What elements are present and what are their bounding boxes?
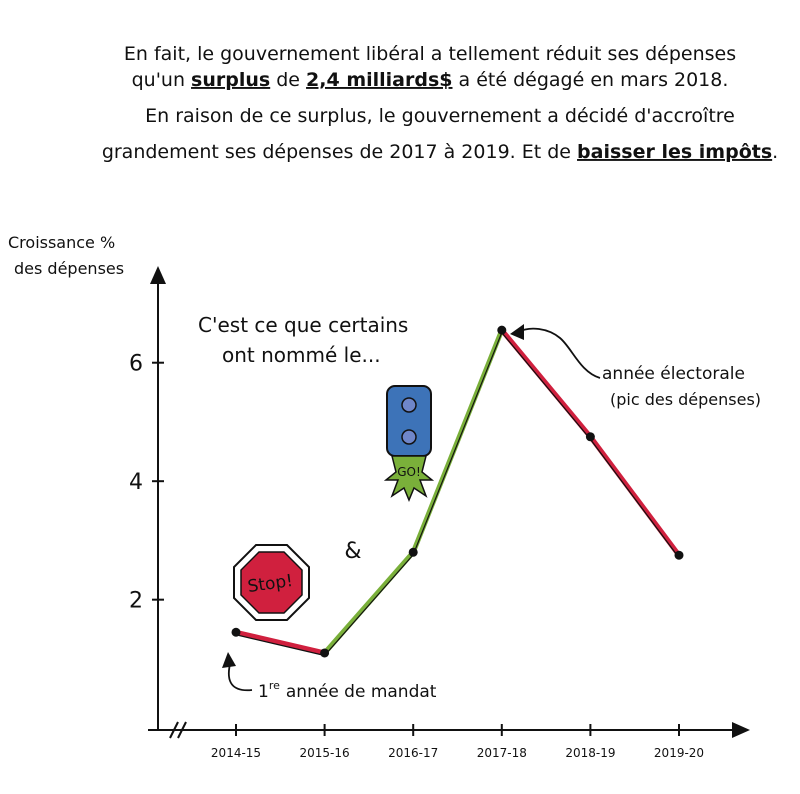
first-year-text: année de mandat [286, 682, 437, 702]
data-point [585, 432, 595, 442]
intro-line-3: En raison de ce surplus, le gouvernement… [145, 105, 735, 127]
x-tick-label: 2017-18 [477, 746, 527, 760]
election-year-line-1: année électorale [602, 364, 745, 384]
intro-line-2-after: a été dégagé en mars 2018. [453, 69, 729, 91]
ampersand: & [344, 539, 361, 564]
data-point [231, 627, 241, 637]
intro-line-4-before: grandement ses dépenses de 2017 à 2019. … [102, 141, 577, 163]
first-year-number: 1 [258, 682, 269, 702]
series-segment-fill [587, 434, 682, 558]
go-light-label: GO! [397, 465, 421, 479]
election-arrow [517, 327, 601, 379]
x-tick-label: 2015-16 [300, 746, 350, 760]
intro-line-2: qu'un surplus de 2,4 milliards$ a été dé… [132, 69, 729, 91]
y-axis-label-line-2: des dépenses [14, 259, 124, 278]
intro-line-4-after: . [772, 141, 778, 163]
series-segment-outline [324, 554, 414, 656]
surplus-amount: 2,4 milliards$ [306, 69, 452, 91]
y-tick-label: 4 [129, 470, 143, 495]
stop-sign-icon: Stop! [233, 544, 310, 621]
data-point [497, 325, 507, 335]
callout-line-2: ont nommé le... [222, 343, 381, 367]
intro-line-2-before: qu'un [132, 69, 191, 91]
x-tick-label: 2014-15 [211, 746, 261, 760]
first-year-arrow-head-icon [222, 652, 236, 668]
series-segment-fill [499, 327, 593, 440]
election-arrow-head-icon [510, 324, 524, 340]
series-segment-outline [501, 332, 591, 440]
data-point [408, 547, 418, 557]
data-point [320, 648, 330, 658]
surplus-word: surplus [191, 69, 270, 91]
x-tick-label: 2016-17 [388, 746, 438, 760]
election-year-line-2: (pic des dépenses) [610, 390, 761, 409]
go-traffic-light-icon: GO! [383, 385, 435, 502]
y-axis-arrow-icon [150, 266, 166, 284]
spending-growth-series [231, 325, 684, 658]
y-tick-label: 2 [129, 589, 143, 614]
intro-text: En fait, le gouvernement libéral a telle… [102, 43, 778, 163]
intro-line-2-mid: de [270, 69, 306, 91]
y-axis-label-line-1: Croissance % [8, 233, 115, 252]
first-year-superscript: re [269, 679, 280, 692]
y-tick-label: 6 [129, 352, 143, 377]
x-ticks: 2014-15 2015-16 2016-17 2017-18 2018-19 2019-… [211, 724, 704, 760]
first-year-arrow [228, 663, 253, 692]
series-segment-outline [589, 438, 680, 559]
series-segment-fill [233, 629, 328, 656]
x-tick-label: 2019-20 [654, 746, 704, 760]
data-point [674, 550, 684, 560]
series-segment-outline [235, 634, 325, 657]
intro-line-4: grandement ses dépenses de 2017 à 2019. … [102, 141, 778, 163]
intro-line-1: En fait, le gouvernement libéral a telle… [124, 43, 736, 65]
callout-line-1: C'est ce que certains [198, 313, 408, 337]
series-segment-fill [322, 549, 416, 656]
series-segment-fill [410, 327, 505, 555]
y-ticks: 2 4 6 [129, 352, 164, 614]
axis-break-icon [169, 721, 187, 739]
first-year-label: 1re année de mandat [258, 679, 437, 702]
x-tick-label: 2018-19 [565, 746, 615, 760]
x-axis-arrow-icon [732, 722, 750, 738]
taxes-phrase: baisser les impôts [577, 141, 772, 163]
series-segment-outline [412, 332, 503, 556]
